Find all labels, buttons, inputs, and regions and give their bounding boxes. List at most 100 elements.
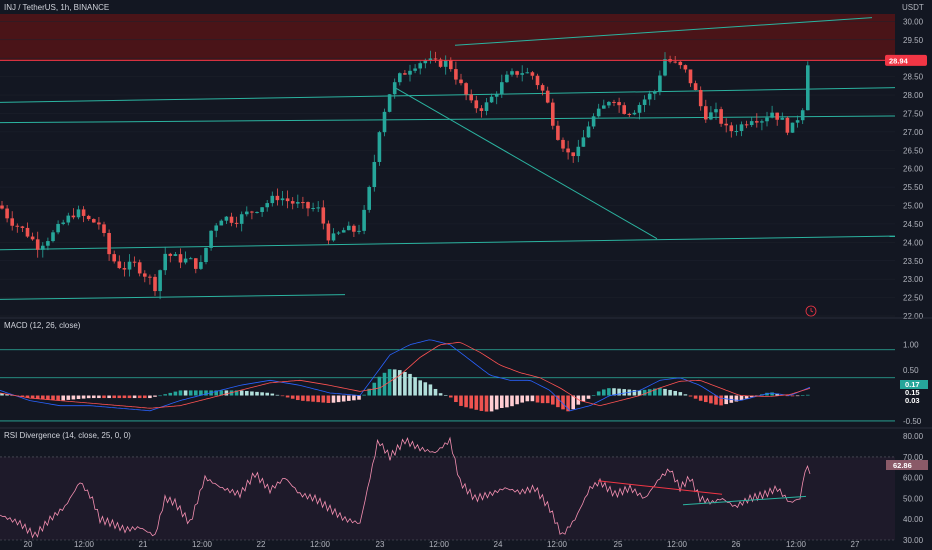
macd-hist-bar	[474, 395, 479, 410]
price-tick-label: 23.50	[903, 257, 924, 266]
price-grid	[0, 21, 895, 317]
candle-body	[275, 195, 280, 201]
price-tick-label: 30.00	[903, 17, 924, 26]
macd-hist-bar	[693, 395, 698, 399]
candle-body	[765, 117, 769, 122]
candle-body	[806, 65, 810, 111]
rsi-divergence-line	[597, 480, 723, 495]
macd-hist-bar	[97, 395, 101, 399]
candle-body	[270, 195, 275, 204]
rsi-tick-label: 30.00	[903, 536, 924, 545]
macd-hist-bar	[392, 369, 397, 396]
macd-hist-bar	[683, 394, 688, 396]
candle-body	[454, 69, 458, 80]
candle-body	[245, 211, 249, 215]
macd-hist-bar	[306, 395, 310, 402]
macd-hist-bar	[331, 395, 336, 403]
candle-body	[591, 116, 596, 127]
candle-body	[428, 58, 433, 61]
price-tick-label: 26.00	[903, 165, 924, 174]
macd-hist-bar	[51, 395, 55, 401]
candle-body	[0, 205, 4, 209]
macd-hist-bar	[30, 395, 35, 399]
candle-body	[178, 254, 183, 263]
macd-hist-bar	[362, 394, 366, 396]
candle-body	[107, 232, 111, 255]
candle-body	[260, 207, 264, 212]
macd-hist-bar	[255, 391, 259, 396]
macd-hist-bar	[270, 393, 275, 396]
candle-body	[744, 124, 749, 126]
macd-hist-bar	[35, 395, 40, 399]
macd-title: MACD (12, 26, close)	[4, 321, 81, 330]
candle-body	[596, 108, 601, 117]
timezone-icon[interactable]	[805, 305, 817, 317]
candle-body	[489, 96, 494, 103]
candle-body	[331, 233, 336, 241]
candle-body	[693, 83, 698, 91]
candle-body	[255, 211, 259, 213]
rsi-divergence-lines	[597, 480, 807, 506]
macd-pane[interactable]: 1.00 0.50 -0.50 MACD (12, 26, close) 0.17 …	[0, 321, 928, 426]
candle-body	[673, 61, 677, 63]
time-tick-label: 21	[139, 540, 148, 549]
price-tick-label: 29.50	[903, 36, 924, 45]
macd-hist-bar	[525, 395, 530, 402]
candle-body	[214, 225, 218, 231]
macd-hist-bar	[0, 393, 4, 396]
rsi-line	[0, 436, 811, 539]
price-tick-label: 28.50	[903, 73, 924, 82]
macd-hist-bar	[290, 395, 295, 399]
candle-body	[163, 253, 167, 271]
macd-hist-bar	[571, 395, 575, 410]
candle-body	[239, 214, 244, 224]
candle-body	[413, 68, 417, 71]
macd-hist-bar	[347, 395, 351, 401]
candle-body	[561, 139, 565, 149]
trendline	[0, 294, 346, 300]
symbol-title: INJ / TetherUS, 1h, BINANCE	[4, 3, 109, 12]
macd-hist-bar	[586, 395, 591, 399]
price-tick-label: 25.50	[903, 183, 924, 192]
macd-hist-bar	[341, 395, 346, 402]
price-tick-label: 26.50	[903, 146, 924, 155]
macd-hist-bar	[102, 395, 106, 399]
time-tick-label: 12:00	[74, 540, 95, 549]
time-tick-label: 25	[614, 540, 623, 549]
candle-body	[739, 124, 744, 132]
macd-hist-bar	[484, 395, 489, 412]
candle-body	[484, 102, 489, 111]
trendline	[0, 115, 896, 124]
signal-line	[0, 341, 811, 409]
candle-body	[357, 230, 361, 232]
candle-body	[15, 225, 20, 227]
macd-hist-bar	[734, 395, 739, 402]
candle-body	[86, 215, 91, 220]
resistance-tag: 28.94	[885, 54, 927, 66]
macd-hist-bar	[107, 395, 111, 399]
macd-hist-bar	[647, 389, 652, 396]
candle-body	[469, 94, 473, 101]
time-axis[interactable]: 20 12:00 21 12:00 22 12:00 23 12:00 24 12:00 25 12:…	[24, 540, 860, 549]
candle-body	[459, 79, 463, 84]
candle-body	[132, 261, 137, 263]
rsi-tick-label: 60.00	[903, 474, 924, 483]
price-pane[interactable]: 30.0029.5029.0028.5028.0027.5027.0026.50…	[0, 3, 927, 321]
candle-body	[92, 219, 96, 223]
candle-body	[173, 254, 178, 256]
price-tick-label: 25.00	[903, 202, 924, 211]
trendline	[0, 235, 896, 251]
rsi-pane[interactable]: 80.00 70.00 60.00 50.00 40.00 30.00 RSI Diver…	[0, 431, 928, 545]
macd-hist-bar	[556, 395, 560, 408]
candle-body	[5, 208, 9, 219]
macd-hist-bar	[239, 390, 244, 396]
macd-hist-bar	[449, 395, 453, 398]
macd-hist-bar	[806, 394, 810, 396]
candle-body	[250, 211, 254, 213]
signal-value: 0.15	[905, 388, 920, 397]
candle-body	[408, 70, 412, 75]
macd-hist-bar	[219, 390, 224, 396]
candle-body	[20, 226, 25, 228]
candle-body	[698, 90, 703, 107]
